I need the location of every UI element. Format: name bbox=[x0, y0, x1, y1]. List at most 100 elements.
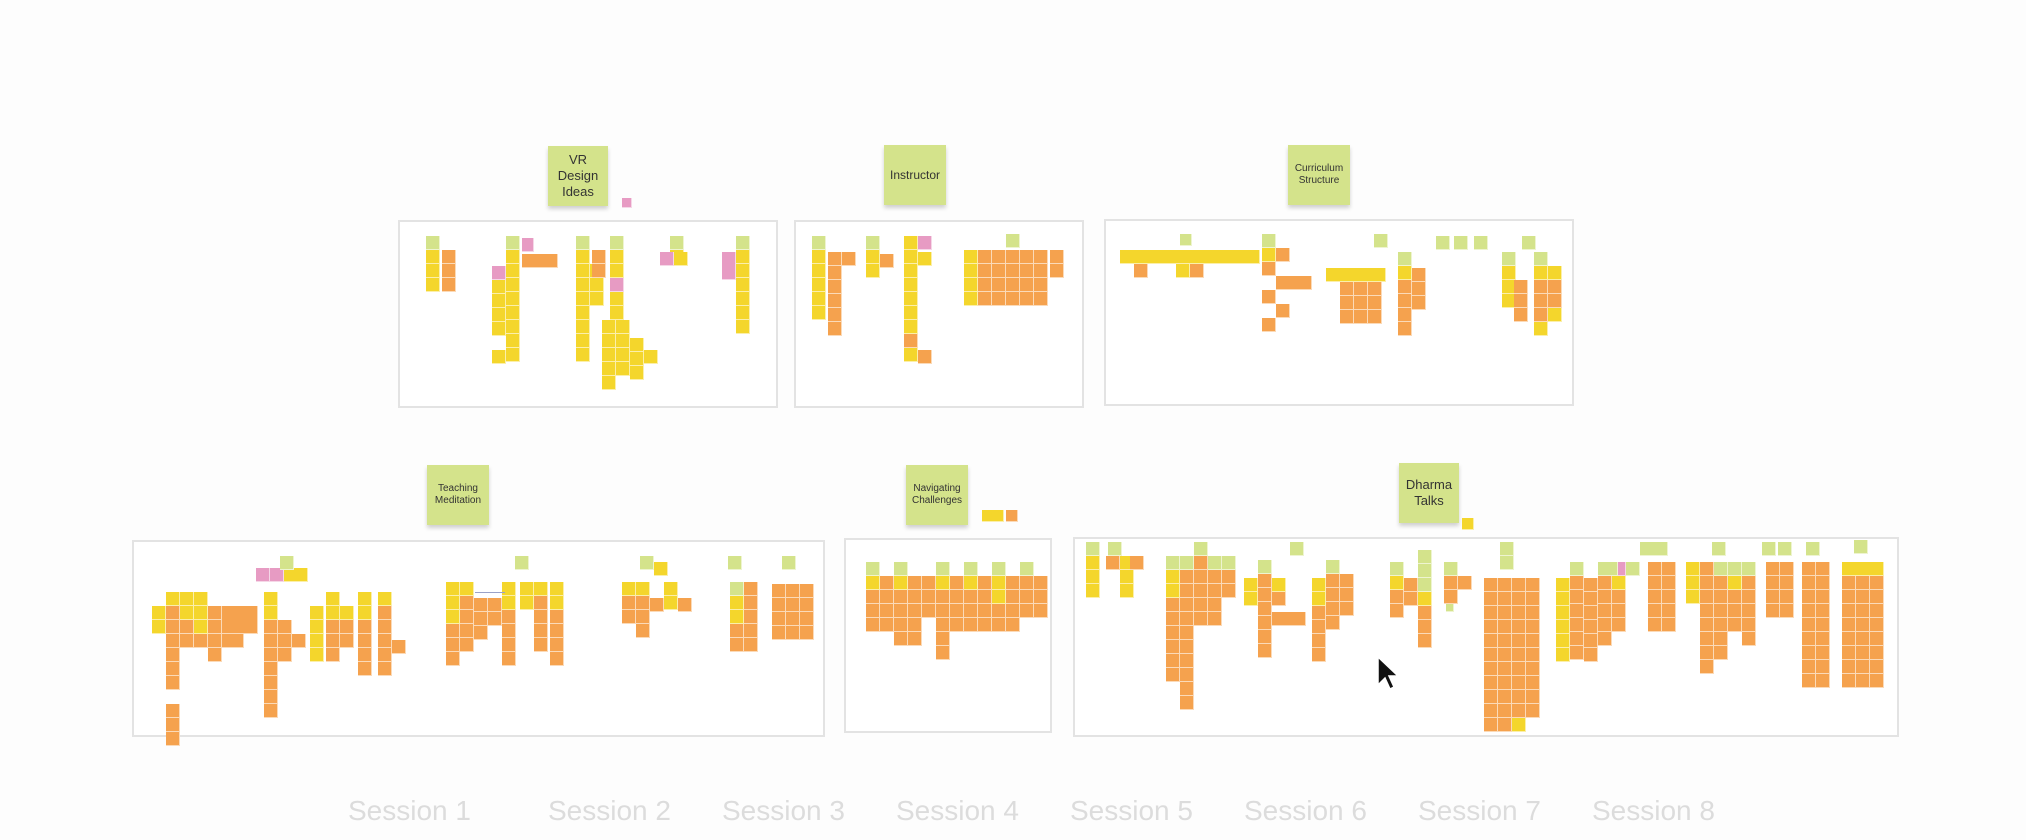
sticky-note[interactable] bbox=[550, 582, 564, 596]
sticky-note[interactable] bbox=[1662, 618, 1676, 632]
sticky-note[interactable] bbox=[1816, 674, 1830, 688]
sticky-note[interactable] bbox=[1584, 634, 1598, 648]
sticky-note[interactable] bbox=[1484, 718, 1498, 732]
sticky-note[interactable] bbox=[1194, 598, 1208, 612]
sticky-note[interactable] bbox=[1176, 264, 1190, 278]
sticky-note[interactable] bbox=[1484, 676, 1498, 690]
sticky-note[interactable] bbox=[730, 596, 744, 610]
sticky-note[interactable] bbox=[1484, 648, 1498, 662]
sticky-note[interactable] bbox=[446, 652, 460, 666]
sticky-note[interactable] bbox=[378, 648, 392, 662]
sticky-note[interactable] bbox=[1778, 542, 1792, 556]
sticky-note[interactable] bbox=[1556, 578, 1570, 592]
sticky-note[interactable] bbox=[442, 250, 456, 264]
sticky-note[interactable] bbox=[1006, 250, 1020, 264]
sticky-note[interactable] bbox=[1526, 704, 1540, 718]
sticky-note[interactable] bbox=[1222, 570, 1236, 584]
sticky-note[interactable] bbox=[1180, 696, 1194, 710]
sticky-note[interactable] bbox=[894, 576, 908, 590]
sticky-note[interactable] bbox=[1526, 578, 1540, 592]
sticky-note[interactable] bbox=[1802, 576, 1816, 590]
sticky-note[interactable] bbox=[1166, 668, 1180, 682]
sticky-note[interactable] bbox=[936, 618, 950, 632]
sticky-note[interactable] bbox=[1780, 576, 1794, 590]
sticky-note[interactable] bbox=[1548, 294, 1562, 308]
sticky-note[interactable] bbox=[610, 264, 624, 278]
sticky-note[interactable] bbox=[1512, 634, 1526, 648]
sticky-note[interactable] bbox=[1512, 578, 1526, 592]
sticky-note[interactable] bbox=[1570, 604, 1584, 618]
sticky-note[interactable] bbox=[358, 648, 372, 662]
sticky-note[interactable] bbox=[1120, 250, 1260, 264]
sticky-note[interactable] bbox=[1742, 576, 1756, 590]
sticky-note[interactable] bbox=[1484, 578, 1498, 592]
sticky-note[interactable] bbox=[1418, 634, 1432, 648]
sticky-note[interactable] bbox=[1272, 592, 1286, 606]
session-label-3[interactable]: Session 3 bbox=[722, 795, 845, 826]
sticky-note[interactable] bbox=[550, 610, 564, 624]
sticky-note[interactable] bbox=[812, 292, 826, 306]
sticky-note[interactable] bbox=[1458, 576, 1472, 590]
sticky-note[interactable] bbox=[636, 624, 650, 638]
sticky-note[interactable] bbox=[670, 236, 684, 250]
sticky-note[interactable] bbox=[1806, 542, 1820, 556]
sticky-note[interactable] bbox=[1180, 654, 1194, 668]
sticky-note[interactable] bbox=[1398, 322, 1412, 336]
sticky-note[interactable] bbox=[1194, 542, 1208, 556]
sticky-note[interactable] bbox=[1686, 576, 1700, 590]
sticky-note[interactable] bbox=[1086, 570, 1100, 584]
sticky-note[interactable] bbox=[310, 620, 324, 634]
sticky-note[interactable] bbox=[1166, 654, 1180, 668]
sticky-note[interactable] bbox=[1640, 542, 1668, 556]
sticky-note[interactable] bbox=[1340, 574, 1354, 588]
sticky-note[interactable] bbox=[310, 606, 324, 620]
sticky-note[interactable] bbox=[664, 582, 678, 596]
sticky-note[interactable] bbox=[1526, 620, 1540, 634]
sticky-note[interactable] bbox=[1194, 584, 1208, 598]
sticky-note[interactable] bbox=[378, 634, 392, 648]
sticky-note[interactable] bbox=[1436, 236, 1450, 250]
sticky-note[interactable] bbox=[1312, 606, 1326, 620]
sticky-note[interactable] bbox=[1728, 562, 1742, 576]
sticky-note[interactable] bbox=[1742, 562, 1756, 576]
sticky-note[interactable] bbox=[1498, 690, 1512, 704]
sticky-note[interactable] bbox=[736, 236, 750, 250]
sticky-note[interactable] bbox=[264, 648, 278, 662]
sticky-note[interactable] bbox=[1714, 632, 1728, 646]
sticky-note[interactable] bbox=[1856, 590, 1870, 604]
sticky-note[interactable] bbox=[492, 350, 506, 364]
sticky-note[interactable] bbox=[1514, 280, 1528, 294]
sticky-note[interactable] bbox=[264, 676, 278, 690]
sticky-note[interactable] bbox=[522, 254, 558, 268]
sticky-note[interactable] bbox=[378, 662, 392, 676]
sticky-note[interactable] bbox=[1258, 588, 1272, 602]
sticky-note[interactable] bbox=[1648, 590, 1662, 604]
sticky-note[interactable] bbox=[630, 366, 644, 380]
sticky-note[interactable] bbox=[894, 632, 908, 646]
sticky-note[interactable] bbox=[1340, 296, 1354, 310]
sticky-note[interactable] bbox=[1354, 310, 1368, 324]
sticky-note[interactable] bbox=[1728, 618, 1742, 632]
session-label-5[interactable]: Session 5 bbox=[1070, 795, 1193, 826]
sticky-note[interactable] bbox=[636, 582, 650, 596]
sticky-note[interactable] bbox=[786, 626, 800, 640]
sticky-note[interactable] bbox=[264, 662, 278, 676]
sticky-note[interactable] bbox=[964, 576, 978, 590]
sticky-note[interactable] bbox=[1050, 250, 1064, 264]
sticky-note[interactable] bbox=[194, 620, 208, 634]
sticky-note[interactable] bbox=[1418, 620, 1432, 634]
sticky-note[interactable] bbox=[1180, 234, 1192, 246]
sticky-note[interactable] bbox=[1700, 590, 1714, 604]
sticky-note[interactable] bbox=[1498, 592, 1512, 606]
sticky-note[interactable] bbox=[992, 590, 1006, 604]
sticky-note[interactable] bbox=[1034, 250, 1048, 264]
sticky-note[interactable] bbox=[1662, 590, 1676, 604]
sticky-note[interactable] bbox=[550, 638, 564, 652]
sticky-note[interactable] bbox=[964, 604, 978, 618]
sticky-note[interactable] bbox=[1584, 578, 1598, 592]
sticky-note[interactable] bbox=[744, 638, 758, 652]
sticky-note[interactable] bbox=[736, 292, 750, 306]
sticky-note[interactable] bbox=[1120, 584, 1134, 598]
sticky-note[interactable] bbox=[1244, 578, 1258, 592]
sticky-note[interactable] bbox=[326, 620, 340, 634]
